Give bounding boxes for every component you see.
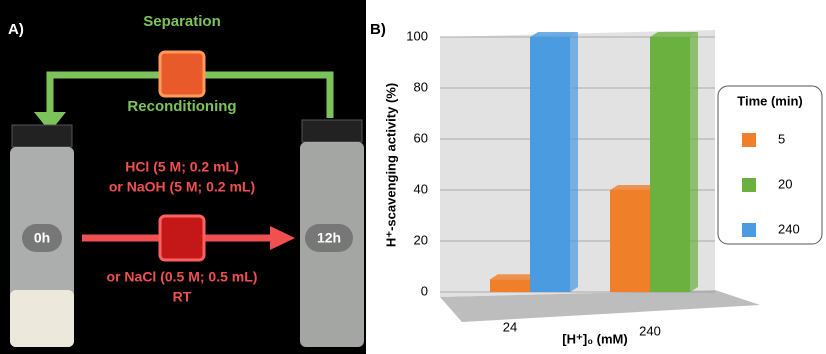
separation-text: Separation	[143, 13, 221, 30]
y-tick-label: 80	[414, 79, 428, 94]
floor	[440, 290, 760, 322]
y-tick-label: 0	[421, 283, 428, 298]
legend-swatch	[742, 133, 756, 147]
end-time: 12h	[317, 230, 341, 246]
legend	[717, 85, 823, 245]
time-badge	[22, 224, 62, 252]
arrow-head	[270, 226, 295, 250]
bar	[490, 279, 530, 292]
y-tick-label: 40	[414, 181, 428, 196]
legend-swatch	[742, 223, 756, 237]
time-badge	[305, 224, 353, 252]
bar	[650, 37, 690, 292]
panel-label: A)	[8, 21, 24, 38]
x-tick-label: 240	[639, 323, 661, 338]
condition: or NaCl (0.5 M; 0.5 mL)	[107, 269, 258, 285]
y-axis-label: H⁺-scavenging activity (%)	[383, 83, 398, 247]
y-tick-label: 20	[414, 232, 428, 247]
vial-cap	[11, 124, 73, 148]
bar-side	[690, 32, 698, 292]
bar-top	[490, 274, 538, 280]
vial-cap	[301, 119, 363, 143]
bar	[530, 37, 570, 292]
legend-swatch	[742, 178, 756, 192]
vial-precipitate	[10, 290, 74, 347]
legend-title: Time (min)	[737, 93, 803, 108]
bar-side	[570, 32, 578, 292]
y-tick-label: 100	[406, 28, 428, 43]
reconditioning-text: Reconditioning	[127, 98, 236, 115]
x-tick-label: 24	[503, 319, 517, 334]
bar-top	[530, 32, 578, 37]
legend-label: 20	[778, 176, 792, 191]
legend-label: 5	[778, 131, 785, 146]
arrow-head	[34, 112, 66, 132]
bar-top	[650, 32, 698, 37]
condition: or NaOH (5 M; 0.2 mL)	[109, 179, 255, 195]
panel-label: B)	[370, 21, 386, 38]
switch	[158, 50, 206, 98]
start-time: 0h	[34, 230, 50, 246]
y-tick-label: 60	[414, 130, 428, 145]
x-axis-label: [H⁺]₀ (mM)	[562, 331, 627, 346]
switch	[158, 214, 206, 262]
condition: HCl (5 M; 0.2 mL)	[125, 159, 239, 175]
legend-label: 240	[778, 221, 800, 236]
bar-top	[610, 185, 658, 190]
condition: RT	[173, 289, 192, 305]
bar	[610, 190, 650, 292]
